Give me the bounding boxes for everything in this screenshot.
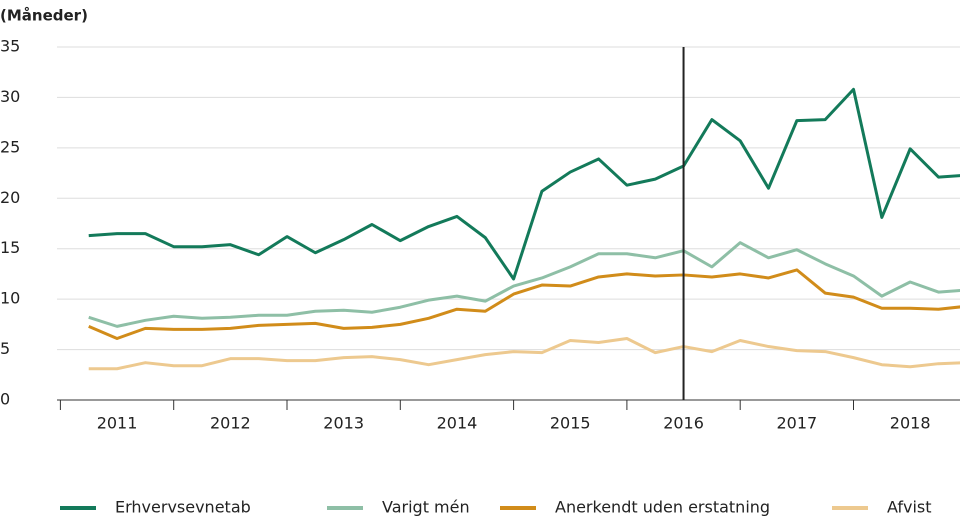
x-tick-label: 2015 xyxy=(550,414,591,433)
y-tick-label: 0 xyxy=(0,390,10,409)
legend-label: Varigt mén xyxy=(382,498,470,517)
x-tick-label: 2017 xyxy=(776,414,817,433)
series-line xyxy=(88,336,960,371)
series-line xyxy=(88,87,960,281)
legend-label: Erhvervsevnetab xyxy=(115,498,251,517)
chart-title: (Måneder) xyxy=(0,7,88,25)
series-line xyxy=(88,241,960,328)
x-tick-label: 2012 xyxy=(210,414,251,433)
legend-label: Anerkendt uden erstatning xyxy=(555,498,770,517)
x-tick-label: 2011 xyxy=(97,414,138,433)
x-tick-label: 2018 xyxy=(890,414,931,433)
x-tick-label: 2016 xyxy=(663,414,704,433)
y-tick-label: 10 xyxy=(0,289,20,308)
y-tick-label: 25 xyxy=(0,137,20,156)
y-tick-label: 35 xyxy=(0,37,20,56)
y-tick-label: 20 xyxy=(0,188,20,207)
legend-label: Afvist xyxy=(887,498,932,517)
y-tick-label: 15 xyxy=(0,238,20,257)
y-tick-label: 5 xyxy=(0,339,10,358)
plot-area xyxy=(88,87,960,371)
series-line xyxy=(88,268,960,340)
x-tick-label: 2013 xyxy=(323,414,364,433)
y-tick-label: 30 xyxy=(0,87,20,106)
x-tick-label: 2014 xyxy=(437,414,478,433)
